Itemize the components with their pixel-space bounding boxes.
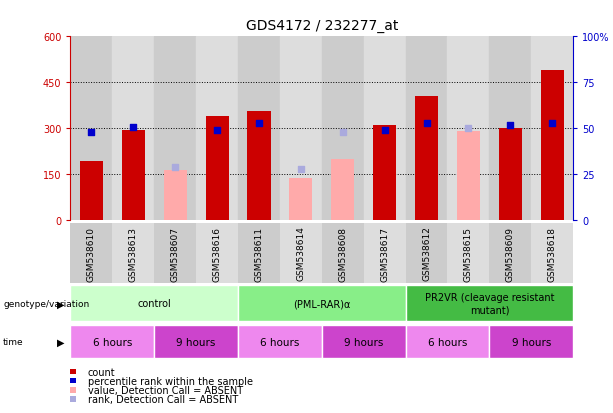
Text: GSM538608: GSM538608	[338, 226, 348, 281]
Bar	[489, 223, 531, 283]
Bar	[112, 223, 154, 283]
Bar	[154, 223, 196, 283]
Text: ▶: ▶	[57, 337, 64, 347]
Point	[463, 126, 473, 132]
Bar	[531, 37, 573, 221]
Bar	[406, 223, 447, 283]
Text: 9 hours: 9 hours	[344, 337, 383, 347]
Bar	[154, 325, 238, 358]
Text: GSM538610: GSM538610	[87, 226, 96, 281]
Text: GSM538617: GSM538617	[380, 226, 389, 281]
Point	[505, 122, 515, 129]
Bar	[196, 223, 238, 283]
Text: (PML-RAR)α: (PML-RAR)α	[293, 299, 351, 309]
Bar	[489, 37, 531, 221]
Text: GSM538615: GSM538615	[464, 226, 473, 281]
Bar	[447, 37, 489, 221]
Bar	[373, 126, 396, 221]
Text: GSM538616: GSM538616	[213, 226, 222, 281]
Point	[338, 129, 348, 136]
Text: time: time	[3, 337, 24, 346]
Text: GSM538612: GSM538612	[422, 226, 431, 281]
Text: GSM538614: GSM538614	[296, 226, 305, 281]
Bar	[238, 325, 322, 358]
Point	[86, 129, 96, 136]
Text: genotype/variation: genotype/variation	[3, 299, 89, 308]
Bar	[322, 37, 364, 221]
Point	[296, 166, 306, 173]
Bar	[112, 37, 154, 221]
Text: percentile rank within the sample: percentile rank within the sample	[88, 376, 253, 386]
Bar	[280, 223, 322, 283]
Text: rank, Detection Call = ABSENT: rank, Detection Call = ABSENT	[88, 394, 238, 404]
Bar	[238, 286, 406, 321]
Bar	[406, 286, 573, 321]
Bar	[457, 132, 480, 221]
Bar	[541, 71, 564, 221]
Bar	[70, 223, 112, 283]
Text: 9 hours: 9 hours	[512, 337, 551, 347]
Bar	[499, 129, 522, 221]
Point	[129, 124, 139, 131]
Text: GSM538618: GSM538618	[547, 226, 557, 281]
Bar	[331, 160, 354, 221]
Bar	[196, 37, 238, 221]
Bar	[322, 325, 406, 358]
Bar	[364, 223, 406, 283]
Point	[380, 128, 390, 134]
Bar	[164, 171, 187, 221]
Bar	[406, 37, 447, 221]
Point	[254, 120, 264, 127]
Bar	[122, 131, 145, 221]
Text: value, Detection Call = ABSENT: value, Detection Call = ABSENT	[88, 385, 243, 395]
Bar	[489, 325, 573, 358]
Point	[422, 120, 432, 127]
Bar	[238, 37, 280, 221]
Bar	[70, 286, 238, 321]
Bar	[415, 97, 438, 221]
Text: 6 hours: 6 hours	[428, 337, 467, 347]
Text: 6 hours: 6 hours	[261, 337, 300, 347]
Bar	[238, 223, 280, 283]
Bar	[280, 37, 322, 221]
Text: GSM538607: GSM538607	[170, 226, 180, 281]
Bar	[531, 223, 573, 283]
Bar	[70, 325, 154, 358]
Text: GSM538613: GSM538613	[129, 226, 138, 281]
Text: 9 hours: 9 hours	[177, 337, 216, 347]
Text: GSM538609: GSM538609	[506, 226, 515, 281]
Bar	[154, 37, 196, 221]
Bar	[406, 325, 489, 358]
Point	[212, 128, 222, 134]
Bar	[289, 178, 313, 221]
Bar	[248, 112, 270, 221]
Text: count: count	[88, 367, 115, 377]
Bar	[80, 161, 103, 221]
Text: GSM538611: GSM538611	[254, 226, 264, 281]
Title: GDS4172 / 232277_at: GDS4172 / 232277_at	[246, 19, 398, 33]
Bar	[205, 117, 229, 221]
Text: control: control	[137, 299, 171, 309]
Bar	[322, 223, 364, 283]
Text: ▶: ▶	[57, 299, 64, 309]
Text: 6 hours: 6 hours	[93, 337, 132, 347]
Bar	[364, 37, 406, 221]
Bar	[70, 37, 112, 221]
Point	[170, 164, 180, 171]
Point	[547, 120, 557, 127]
Bar	[447, 223, 489, 283]
Text: PR2VR (cleavage resistant
mutant): PR2VR (cleavage resistant mutant)	[425, 293, 554, 314]
